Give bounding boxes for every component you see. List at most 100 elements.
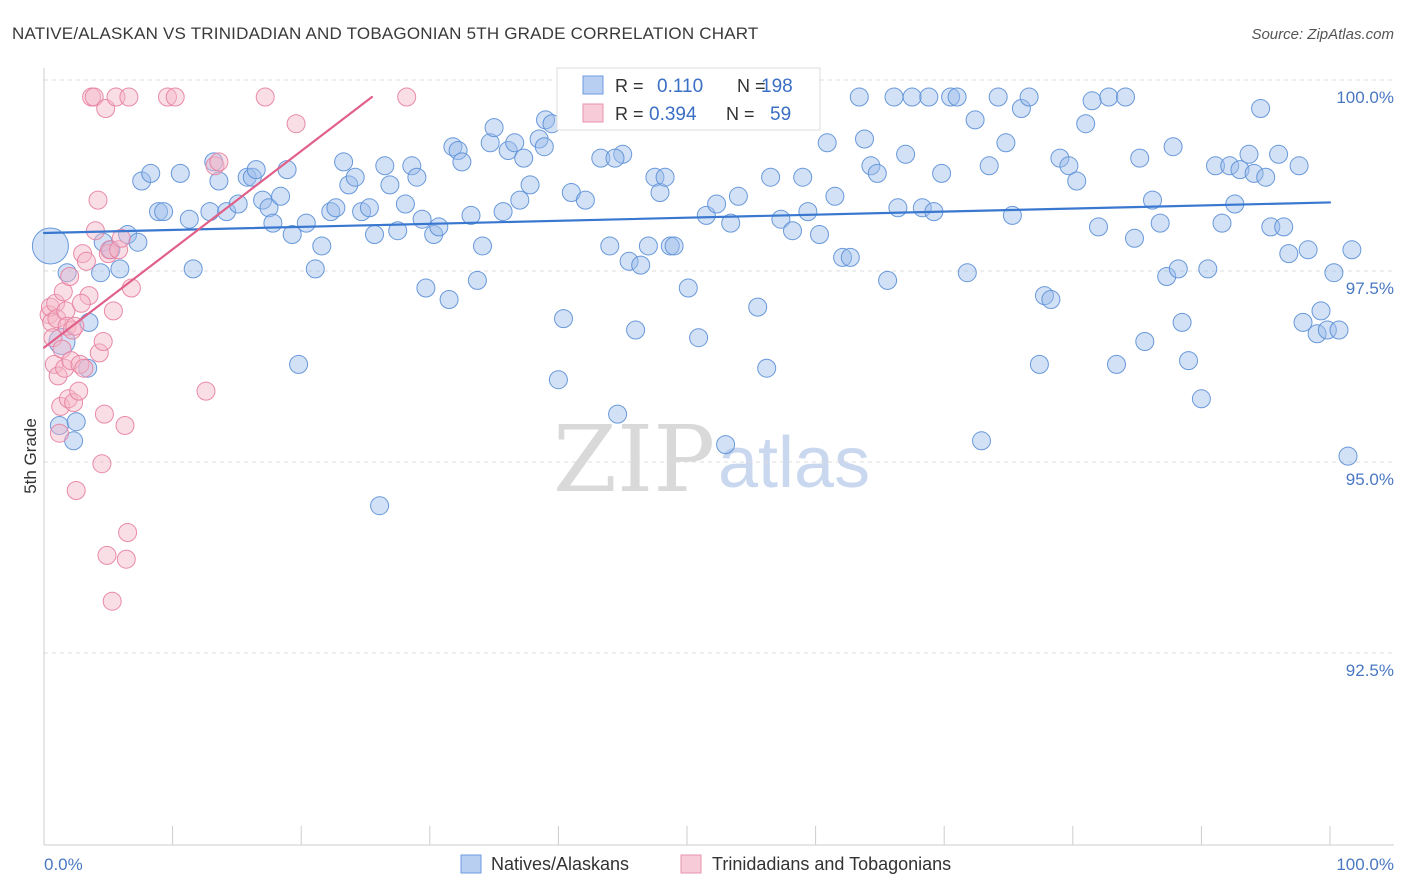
natives-point-9 [93, 232, 113, 252]
natives-point-96 [716, 435, 736, 455]
natives-point-29 [253, 190, 273, 210]
natives-point-154 [1172, 312, 1192, 332]
natives-point-163 [1239, 144, 1259, 164]
trinidadian-point-45 [115, 416, 135, 435]
trinidadian-point-40 [102, 591, 122, 611]
natives-point-13 [128, 232, 148, 252]
y-axis-label: 5th Grade [21, 418, 40, 494]
natives-point-64 [480, 133, 500, 153]
natives-point-176 [1317, 320, 1337, 340]
natives-point-133 [1019, 87, 1039, 107]
natives-point-155 [1179, 351, 1198, 371]
stats-n-label-natives: N = [737, 76, 766, 96]
natives-point-141 [1082, 91, 1102, 111]
natives-point-91 [664, 236, 684, 256]
natives-point-146 [1125, 228, 1144, 248]
natives-point-41 [334, 152, 354, 172]
stats-n-value-trinidadians: 59 [770, 104, 791, 125]
y-tick-label-0: 100.0% [1336, 88, 1394, 107]
natives-point-45 [359, 198, 379, 218]
natives-point-76 [554, 309, 573, 329]
natives-point-132 [1011, 99, 1031, 118]
natives-point-51 [395, 194, 415, 214]
natives-point-107 [817, 133, 837, 153]
natives-point-167 [1261, 217, 1281, 237]
natives-point-134 [1029, 354, 1049, 374]
natives-point-122 [932, 163, 952, 183]
natives-point-142 [1089, 217, 1108, 237]
natives-point-35 [289, 354, 309, 374]
trinidadian-point-35 [94, 404, 114, 424]
natives-point-32 [271, 186, 291, 206]
stats-r-label-natives: R = [615, 76, 644, 96]
natives-point-81 [608, 404, 628, 424]
trinidadian-point-48 [119, 87, 139, 107]
natives-point-47 [370, 496, 390, 516]
natives-point-115 [878, 270, 898, 290]
legend-label-trinidadians: Trinidadians and Tobagonians [712, 854, 951, 874]
trinidadian-point-14 [57, 316, 77, 336]
natives-point-54 [412, 209, 432, 229]
trinidadian-point-22 [69, 381, 89, 401]
natives-point-166 [1256, 167, 1276, 187]
natives-point-21 [200, 202, 220, 222]
natives-point-108 [825, 186, 845, 206]
natives-point-148 [1135, 332, 1155, 351]
natives-point-17 [154, 202, 174, 222]
stats-box: R = 0.110 N = 198 R = 0.394 N = 59 [556, 67, 821, 131]
trend-line-natives [42, 201, 1332, 235]
natives-point-105 [798, 202, 818, 222]
series-natives-alaskans-points [31, 87, 1362, 516]
natives-point-38 [312, 236, 332, 256]
natives-point-162 [1230, 160, 1250, 180]
natives-point-179 [1338, 446, 1358, 466]
natives-point-173 [1298, 240, 1318, 260]
natives-point-158 [1206, 156, 1225, 176]
natives-point-100 [757, 358, 777, 378]
natives-point-67 [498, 141, 518, 160]
natives-point-118 [902, 87, 922, 107]
natives-point-48 [375, 156, 395, 176]
trend-lines [42, 95, 1332, 349]
trinidadian-point-12 [55, 358, 75, 378]
trinidadian-point-57 [397, 87, 417, 107]
x-tick-label-min: 0.0% [44, 855, 83, 874]
natives-point-126 [965, 110, 985, 130]
trinidadian-point-31 [88, 190, 108, 210]
stats-swatch-trinidadians [582, 103, 604, 123]
trinidadian-point-55 [255, 87, 275, 107]
trinidadian-point-52 [196, 381, 216, 401]
natives-point-177 [1324, 263, 1344, 283]
natives-point-65 [484, 118, 504, 138]
natives-point-70 [514, 148, 534, 168]
natives-point-136 [1041, 290, 1061, 309]
natives-point-79 [591, 148, 611, 168]
natives-point-129 [988, 87, 1008, 107]
natives-point-49 [380, 175, 400, 195]
natives-point-55 [416, 278, 436, 298]
natives-point-46 [365, 225, 384, 244]
natives-point-28 [246, 160, 266, 180]
natives-point-185 [429, 217, 449, 237]
natives-point-16 [149, 202, 168, 222]
natives-point-50 [388, 221, 408, 241]
trinidadian-point-29 [84, 87, 104, 107]
natives-point-171 [1289, 156, 1309, 176]
trinidadian-point-54 [209, 152, 229, 172]
natives-point-0 [31, 227, 69, 265]
trinidadian-point-5 [46, 293, 66, 313]
trinidadian-point-32 [89, 343, 109, 363]
natives-point-69 [510, 190, 530, 210]
natives-point-117 [896, 144, 916, 164]
trinidadian-point-47 [118, 523, 138, 542]
trinidadian-point-42 [106, 87, 126, 107]
trinidadian-point-37 [97, 545, 117, 565]
natives-point-127 [972, 431, 991, 451]
x-ticks [43, 826, 1331, 845]
natives-point-184 [888, 198, 908, 218]
trinidadian-point-7 [48, 366, 68, 386]
trinidadian-point-33 [92, 454, 112, 474]
natives-point-123 [941, 87, 961, 107]
trinidadian-point-13 [56, 301, 76, 321]
